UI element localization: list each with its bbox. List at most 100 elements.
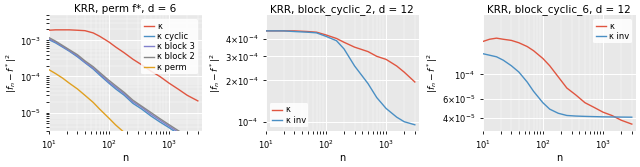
κ inv (364, 82, 372, 85)
Line: κ block 3: κ block 3 (49, 39, 198, 143)
κ (120, 52, 128, 54)
κ inv (351, 65, 358, 67)
Legend: κ, κ inv: κ, κ inv (270, 103, 308, 127)
κ perm (81, 94, 89, 96)
κ block 3 (74, 55, 81, 57)
κ inv (599, 116, 607, 118)
κ (112, 46, 120, 48)
κ cyclic (52, 42, 60, 44)
Line: κ block 2: κ block 2 (49, 37, 198, 142)
κ (322, 34, 330, 36)
κ (382, 58, 390, 60)
κ (530, 50, 538, 52)
κ perm (59, 77, 67, 79)
κ cyclic (156, 121, 164, 123)
κ inv (479, 53, 486, 55)
κ block 3 (59, 45, 67, 47)
κ (262, 30, 269, 32)
κ inv (486, 54, 493, 56)
κ perm (45, 68, 52, 70)
κ (194, 100, 202, 102)
κ inv (280, 30, 287, 32)
κ (59, 29, 67, 31)
κ (563, 87, 571, 89)
Line: κ inv: κ inv (483, 54, 632, 117)
κ (304, 31, 312, 33)
κ block 2 (96, 71, 104, 73)
κ (590, 106, 598, 108)
κ cyclic (129, 102, 137, 104)
κ block 3 (52, 41, 60, 43)
κ block 2 (165, 124, 173, 126)
κ (581, 102, 589, 104)
κ (599, 111, 607, 113)
Line: κ: κ (266, 31, 415, 82)
κ block 2 (74, 54, 81, 56)
κ (129, 58, 137, 60)
κ perm (129, 140, 137, 142)
κ block 2 (112, 85, 120, 87)
κ inv (628, 116, 636, 118)
κ cyclic (194, 145, 202, 147)
κ perm (105, 117, 113, 119)
κ (411, 81, 419, 83)
κ inv (539, 102, 547, 104)
κ inv (393, 116, 401, 118)
κ inv (382, 107, 390, 109)
κ cyclic (45, 39, 52, 41)
κ (364, 51, 372, 53)
κ block 3 (129, 101, 137, 103)
κ inv (554, 112, 562, 114)
κ block 2 (90, 66, 97, 68)
Line: κ: κ (483, 38, 632, 124)
κ block 2 (65, 49, 73, 51)
κ (393, 65, 401, 67)
κ (313, 31, 321, 33)
κ inv (608, 116, 616, 118)
κ cyclic (138, 108, 145, 110)
κ cyclic (174, 133, 182, 135)
X-axis label: n: n (122, 153, 129, 163)
κ cyclic (184, 138, 191, 140)
κ cyclic (105, 82, 113, 84)
κ block 3 (65, 50, 73, 52)
κ inv (411, 124, 419, 126)
κ cyclic (147, 115, 155, 117)
κ (165, 82, 173, 84)
κ inv (401, 121, 408, 123)
κ block 2 (138, 105, 145, 107)
κ inv (291, 31, 298, 33)
κ block 2 (59, 44, 67, 46)
κ perm (112, 124, 120, 126)
Line: κ cyclic: κ cyclic (49, 40, 198, 146)
κ cyclic (59, 46, 67, 48)
κ block 3 (81, 61, 89, 63)
κ perm (147, 156, 155, 158)
κ cyclic (165, 127, 173, 129)
Title: KRR, block_cyclic_2, d = 12: KRR, block_cyclic_2, d = 12 (270, 4, 414, 15)
Line: κ: κ (49, 30, 198, 101)
κ (273, 30, 280, 32)
κ (52, 29, 60, 31)
κ inv (499, 59, 507, 61)
κ (515, 42, 523, 44)
Y-axis label: $|f_n - f^*|^2$: $|f_n - f^*|^2$ (4, 53, 19, 93)
κ inv (546, 108, 554, 110)
κ inv (572, 115, 579, 117)
κ inv (530, 90, 538, 92)
κ (333, 37, 340, 39)
κ cyclic (112, 88, 120, 90)
κ block 3 (90, 67, 97, 69)
κ (373, 55, 381, 57)
κ block 3 (138, 106, 145, 108)
κ (608, 114, 616, 116)
κ (499, 38, 507, 40)
κ perm (74, 88, 81, 90)
κ perm (96, 108, 104, 110)
κ inv (515, 71, 523, 73)
κ inv (590, 116, 598, 118)
κ block 3 (105, 81, 113, 83)
Line: κ inv: κ inv (266, 31, 415, 125)
Legend: κ, κ cyclic, κ block 3, κ block 2, κ perm: κ, κ cyclic, κ block 3, κ block 2, κ per… (141, 19, 198, 74)
κ inv (508, 65, 515, 67)
